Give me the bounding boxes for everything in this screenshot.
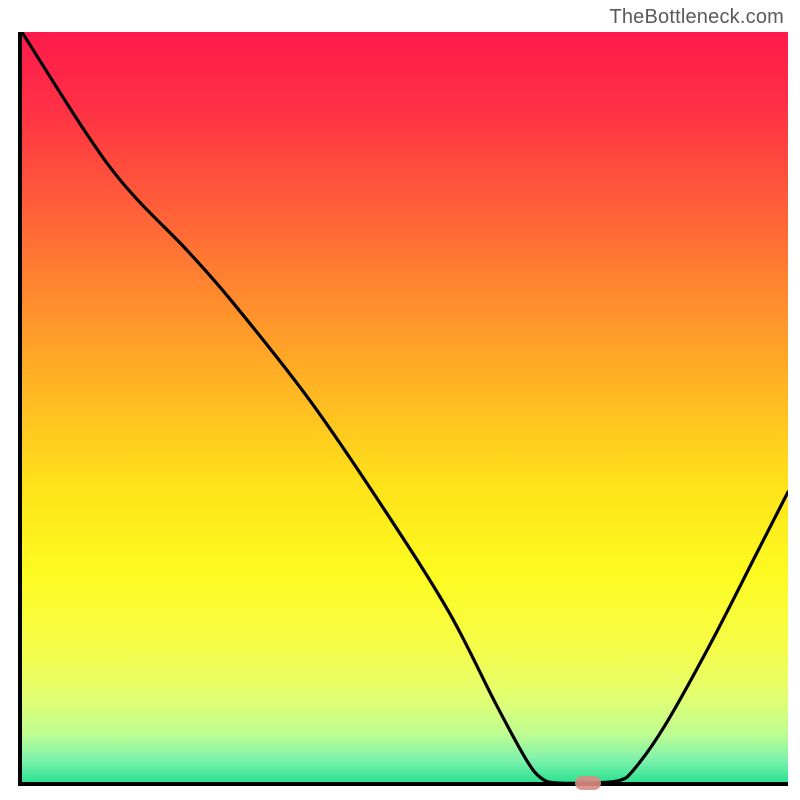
plot-area — [18, 32, 788, 786]
y-axis — [18, 32, 22, 786]
optimal-marker — [575, 776, 601, 790]
x-axis — [18, 782, 788, 786]
chart-container: TheBottleneck.com — [0, 0, 800, 800]
curve-path — [22, 32, 788, 783]
watermark-text: TheBottleneck.com — [609, 6, 784, 29]
bottleneck-curve — [18, 32, 788, 786]
